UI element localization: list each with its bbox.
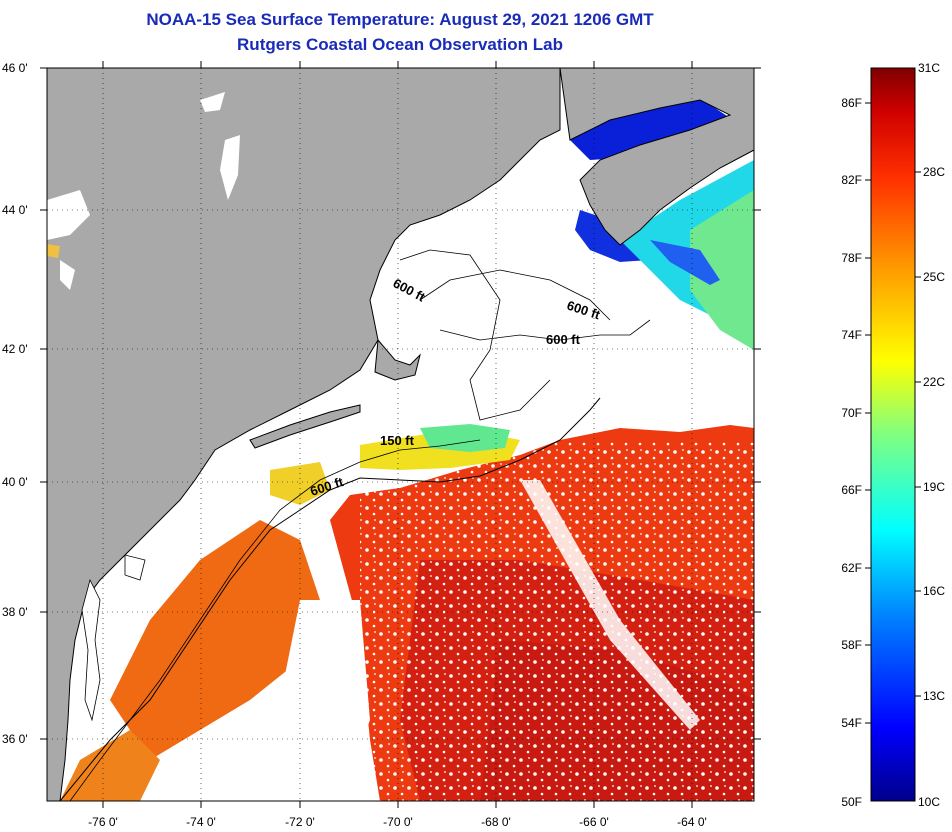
shelf-green-band: [420, 424, 510, 452]
lake-patch: [60, 260, 75, 290]
contour-600ft-gulf: [399, 249, 651, 421]
colorbar-f-label: 50F: [841, 795, 862, 809]
contour-label: 150 ft: [380, 433, 415, 448]
land-us-east-coast: [47, 68, 561, 801]
colorbar-c-label: 22C: [923, 375, 945, 389]
colorbar-c-label: 13C: [923, 689, 945, 703]
colorbar-f-label: 62F: [841, 561, 862, 575]
map-title: NOAA-15 Sea Surface Temperature: August …: [146, 10, 654, 29]
contour-600ft: [59, 397, 601, 801]
lon-label: -76 0': [88, 815, 118, 829]
lon-label: -70 0': [383, 815, 413, 829]
colorbar-c-label: 10C: [918, 795, 940, 809]
lat-label: 36 0': [2, 732, 28, 746]
colorbar-c-label: 25C: [923, 270, 945, 284]
lat-label: 44 0': [2, 203, 28, 217]
bay-of-fundy-cold: [570, 98, 730, 160]
lat-label: 42 0': [2, 342, 28, 356]
lon-label: -68 0': [481, 815, 511, 829]
lat-label: 40 0': [2, 475, 28, 489]
colorbar-f-ticks: [865, 102, 871, 724]
lat-label: 38 0': [2, 605, 28, 619]
colorbar-f-label: 82F: [841, 173, 862, 187]
land-long-island: [249, 404, 361, 449]
contour-150ft: [69, 439, 481, 801]
graticule: [47, 68, 754, 801]
colorbar-c-label: 16C: [923, 584, 945, 598]
contour-label: 600 ft: [546, 332, 581, 347]
lake-erie-warm: [47, 244, 60, 258]
delaware-bay: [124, 554, 146, 581]
lake-patch: [200, 92, 225, 112]
lon-label: -64 0': [677, 815, 707, 829]
axis-ticks: [40, 61, 761, 808]
colorbar-c-label: 28C: [923, 165, 945, 179]
cloud-gap: [280, 600, 370, 801]
lon-label: -74 0': [186, 815, 216, 829]
colorbar-c-label: 31C: [918, 61, 940, 75]
colorbar-f-label: 54F: [841, 716, 862, 730]
colorbar-f-label: 70F: [841, 406, 862, 420]
land-maritimes: [559, 68, 754, 246]
map-frame: [46, 67, 755, 802]
colorbar-f-label: 74F: [841, 328, 862, 342]
map-area: [47, 68, 754, 801]
lake-patch: [47, 190, 90, 240]
chesapeake-bay: [81, 578, 101, 722]
scotian-blue-streak: [650, 240, 720, 285]
colorbar: [870, 67, 916, 802]
scotian-shelf-green: [690, 190, 754, 350]
colorbar-f-label: 86F: [841, 96, 862, 110]
cloud-speckle: [360, 440, 754, 801]
colorbar-f-label: 66F: [841, 483, 862, 497]
colorbar-c-label: 19C: [923, 480, 945, 494]
colorbar-f-label: 78F: [841, 251, 862, 265]
lon-label: -72 0': [285, 815, 315, 829]
cloud-streak: [520, 480, 700, 730]
lon-label: -66 0': [579, 815, 609, 829]
colorbar-f-label: 58F: [841, 638, 862, 652]
slope-orange-region: [110, 520, 320, 760]
colorbar-c-ticks: [915, 171, 921, 697]
coastal-orange-region: [60, 730, 160, 801]
lat-label: 46 0': [2, 61, 28, 75]
map-subtitle: Rutgers Coastal Ocean Observation Lab: [237, 35, 563, 54]
land-cape-cod: [374, 338, 421, 381]
lake-patch: [220, 135, 240, 200]
